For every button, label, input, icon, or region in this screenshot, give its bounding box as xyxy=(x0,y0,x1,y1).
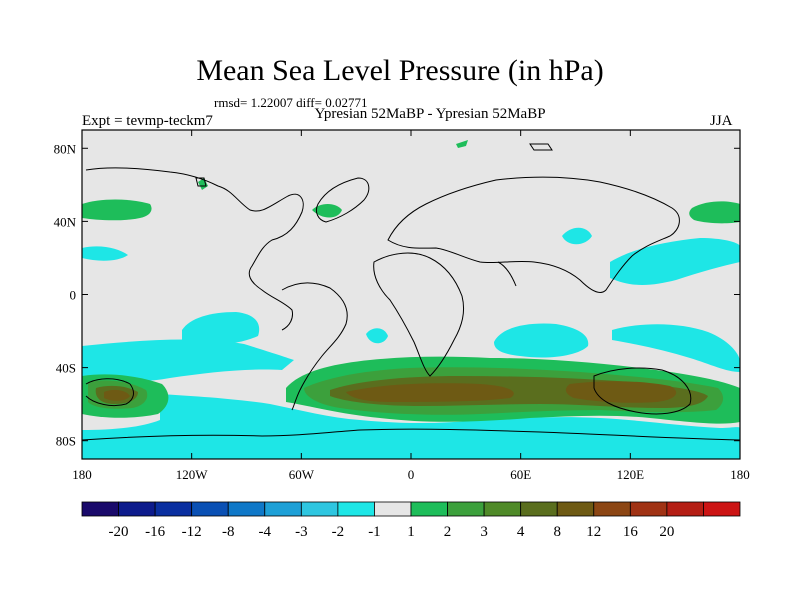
colorbar-label: 12 xyxy=(586,524,601,540)
colorbar-swatch xyxy=(703,501,741,517)
pos-greenland xyxy=(312,204,342,218)
neg-north-pacific-west xyxy=(82,246,128,261)
coast-pacific-landmass xyxy=(85,378,134,407)
pos-brown-pacific xyxy=(104,389,130,401)
x-tick-label: 0 xyxy=(408,467,415,482)
colorbar-swatch xyxy=(81,501,119,517)
y-tick-label: 80S xyxy=(56,434,76,449)
colorbar-label: -3 xyxy=(295,524,308,540)
colorbar-swatch xyxy=(118,501,156,517)
colorbar-label: -1 xyxy=(368,524,381,540)
y-tick-label: 40S xyxy=(56,361,76,376)
colorbar-swatch xyxy=(556,501,595,517)
colorbar-label: -4 xyxy=(259,524,272,540)
pos-north-pacific-east xyxy=(689,201,740,224)
coast-greenland xyxy=(315,177,370,223)
stats-text: rmsd= 1.22007 diff= 0.02771 xyxy=(214,95,368,110)
neg-central-asia xyxy=(562,227,592,245)
coast-alaska-island xyxy=(195,177,207,187)
colorbar-swatch xyxy=(447,501,485,517)
neg-tropical-pacific xyxy=(182,312,260,345)
colorbar-label: 8 xyxy=(553,524,561,540)
x-tick-label: 180 xyxy=(730,467,750,482)
colorbar-swatch xyxy=(264,501,302,517)
colorbar-label: 1 xyxy=(407,524,415,540)
colorbar-swatch xyxy=(666,501,704,517)
colorbar-swatch xyxy=(337,501,375,517)
colorbar-swatch xyxy=(520,501,558,517)
colorbar-label: -20 xyxy=(109,524,129,540)
pos-arctic xyxy=(456,140,468,148)
neg-indian-ocean xyxy=(494,323,589,358)
colorbar-swatch xyxy=(483,501,522,517)
colorbar-label: -2 xyxy=(332,524,345,540)
coast-antarctica xyxy=(82,428,740,441)
neg-south-atlantic xyxy=(366,328,388,344)
y-tick-label: 40N xyxy=(54,214,77,229)
neg-south-pacific-band xyxy=(82,339,294,382)
coast-eurasia xyxy=(387,176,680,293)
neg-north-pacific-east xyxy=(610,238,740,285)
pos-brown-atlantic xyxy=(346,383,514,402)
colorbar-label: -8 xyxy=(222,524,235,540)
colorbar-swatch xyxy=(300,501,339,517)
colorbar-label: 4 xyxy=(517,524,525,540)
x-axis: 180 120W 60W 0 60E 120E 180 xyxy=(72,130,750,482)
coast-south-america xyxy=(281,282,348,411)
coast-australia xyxy=(593,367,692,415)
colorbar-swatch xyxy=(629,501,668,517)
colorbar-swatch xyxy=(227,501,266,517)
colorbar: -20 -16 -12 -8 -4 -3 -2 -1 1 2 3 4 8 12 16 20 xyxy=(81,501,741,540)
figure-title: Mean Sea Level Pressure (in hPa) xyxy=(196,54,604,87)
positive-anomaly-regions-8 xyxy=(104,381,677,403)
pos-brown-indian xyxy=(565,381,677,403)
colorbar-swatch xyxy=(154,501,193,517)
neg-south-pacific-east xyxy=(612,324,740,372)
season-label: JJA xyxy=(710,113,733,129)
y-axis: 80N 40N 0 40S 80S xyxy=(54,141,740,449)
colorbar-label: -16 xyxy=(145,524,165,540)
colorbar-label: 16 xyxy=(623,524,639,540)
map-field xyxy=(82,140,740,459)
x-tick-label: 120E xyxy=(617,467,645,482)
coast-arctic-island xyxy=(529,143,553,151)
colorbar-label: -12 xyxy=(182,524,202,540)
x-tick-label: 60W xyxy=(289,467,315,482)
x-tick-label: 60E xyxy=(510,467,531,482)
colorbar-label: 2 xyxy=(444,524,452,540)
y-tick-label: 80N xyxy=(54,141,77,156)
colorbar-swatch xyxy=(374,501,412,517)
colorbar-swatch xyxy=(593,501,631,517)
colorbar-swatch xyxy=(410,501,448,517)
experiment-label: Expt = tevmp-teckm7 xyxy=(82,113,213,129)
y-tick-label: 0 xyxy=(70,288,77,303)
coastlines xyxy=(82,143,740,441)
colorbar-label: 3 xyxy=(480,524,488,540)
colorbar-label: 20 xyxy=(659,524,674,540)
negative-anomaly-regions xyxy=(82,227,740,459)
coast-india-west xyxy=(497,261,517,287)
neg-southern-ocean xyxy=(82,394,740,459)
coast-africa xyxy=(373,252,465,377)
comparison-label: Ypresian 52MaBP - Ypresian 52MaBP xyxy=(314,106,546,122)
pos-north-pacific-west xyxy=(82,199,152,221)
x-tick-label: 180 xyxy=(72,467,92,482)
colorbar-swatch xyxy=(191,501,229,517)
x-tick-label: 120W xyxy=(176,467,209,482)
